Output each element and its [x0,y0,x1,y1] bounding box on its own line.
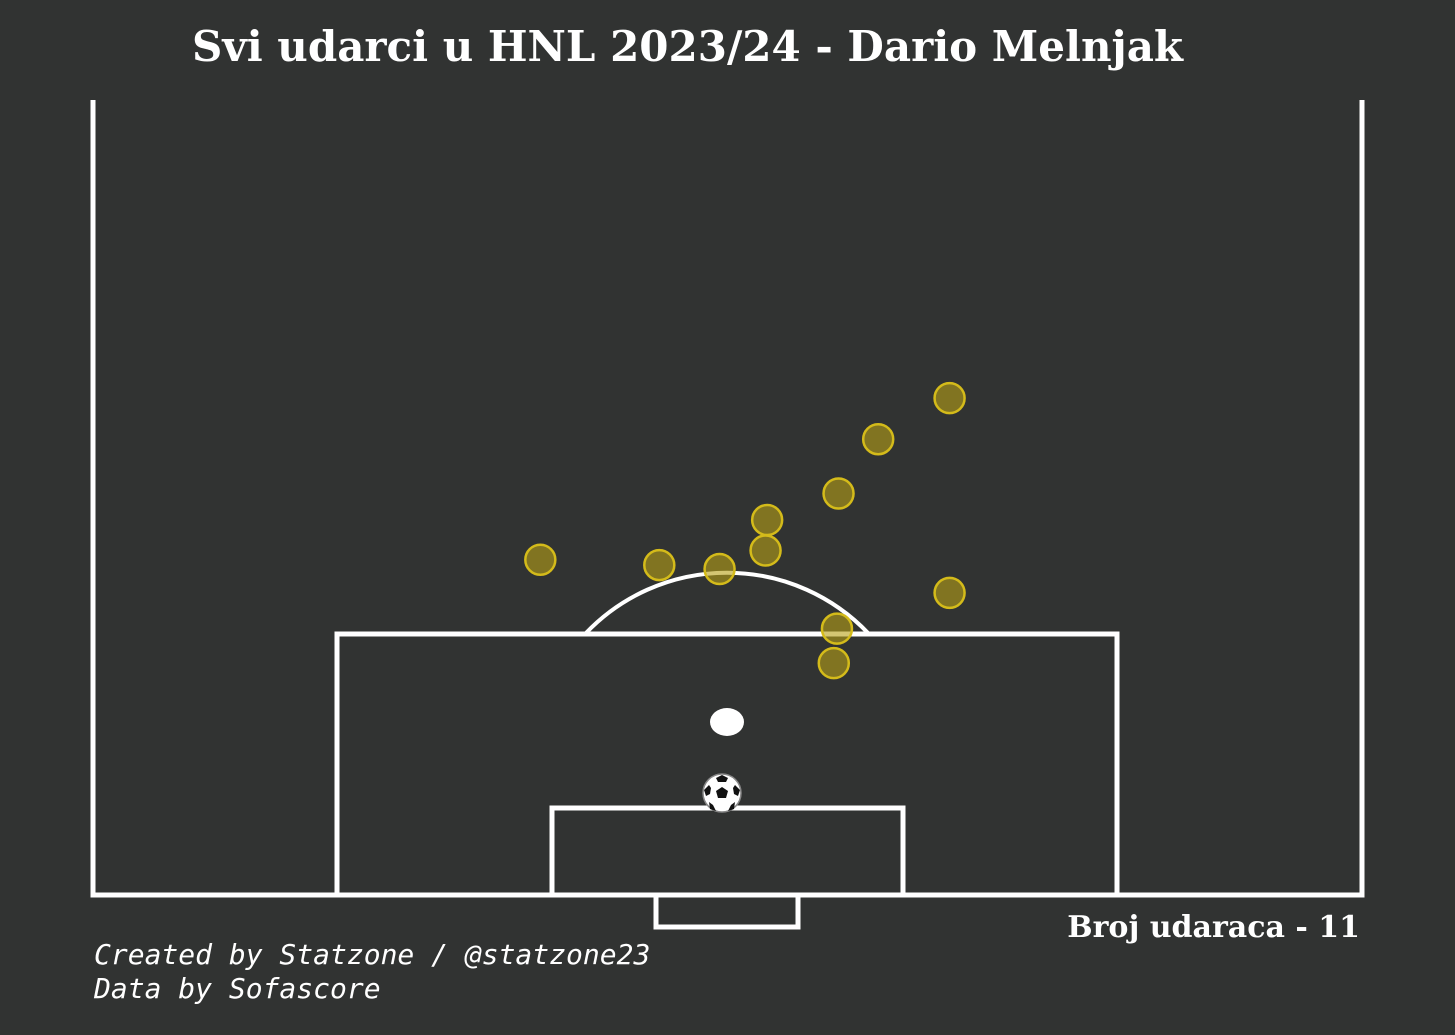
six-yard-box [549,805,906,895]
shot-point-9 [933,576,966,610]
shot-point-10 [820,612,854,645]
shot-point-8 [524,543,557,577]
football-icon [702,773,742,813]
shot-count: Broj udaraca - 11 [1067,910,1360,945]
credit-created-by: Created by Statzone / @statzone23 [94,938,651,971]
pitch-outline [90,100,1365,898]
shot-point-1 [933,381,966,415]
shot-point-6 [703,552,736,586]
shot-point-4 [750,503,784,537]
shot-point-7 [643,548,676,582]
shot-point-3 [822,477,855,510]
chart-title: Svi udarci u HNL 2023/24 - Dario Melnjak [191,22,1184,71]
shot-point-5 [749,534,782,567]
shot-point-11 [817,646,851,680]
penalty-spot [710,708,744,736]
shot-point-2 [861,422,895,456]
credit-data-source: Data by Sofascore [94,972,381,1005]
shots-layer [524,381,966,680]
penalty-box [334,631,1120,895]
goal [653,895,801,930]
